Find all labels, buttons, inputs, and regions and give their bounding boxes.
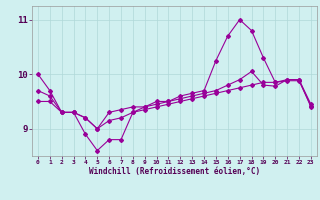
X-axis label: Windchill (Refroidissement éolien,°C): Windchill (Refroidissement éolien,°C) [89, 167, 260, 176]
